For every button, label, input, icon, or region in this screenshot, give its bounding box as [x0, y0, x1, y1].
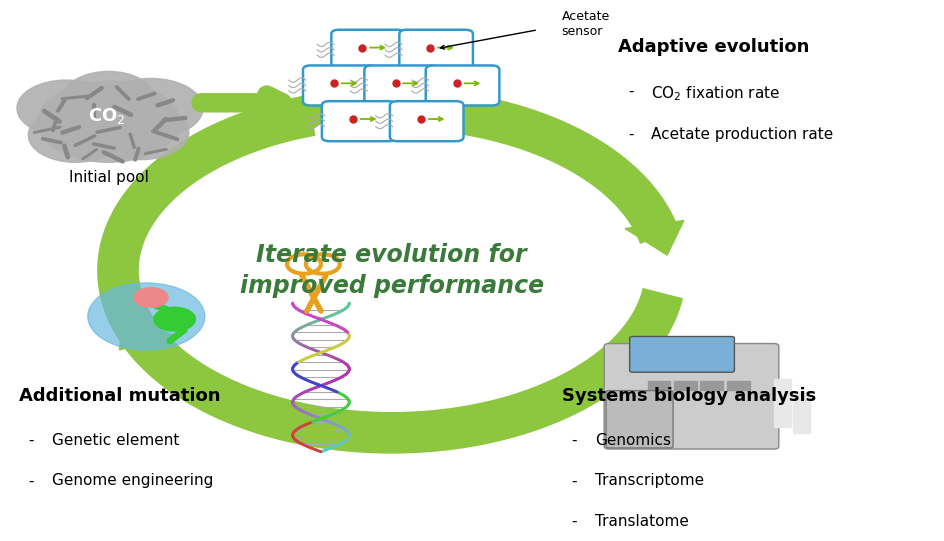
Text: -: -: [571, 473, 577, 489]
Text: -: -: [28, 433, 34, 448]
Bar: [700, 381, 723, 390]
FancyBboxPatch shape: [303, 65, 377, 105]
Circle shape: [17, 80, 115, 136]
Text: -: -: [28, 473, 34, 489]
Circle shape: [99, 78, 203, 138]
Circle shape: [94, 105, 189, 160]
Text: Translatome: Translatome: [595, 514, 688, 529]
FancyBboxPatch shape: [399, 30, 473, 70]
Circle shape: [63, 71, 154, 123]
Text: Initial pool: Initial pool: [69, 170, 148, 186]
Circle shape: [154, 307, 195, 331]
Text: -: -: [628, 84, 633, 99]
Text: Iterate evolution for
improved performance: Iterate evolution for improved performan…: [240, 243, 544, 298]
FancyBboxPatch shape: [390, 101, 464, 141]
Text: -: -: [571, 433, 577, 448]
FancyBboxPatch shape: [604, 344, 779, 449]
Text: CO$_2$ fixation rate: CO$_2$ fixation rate: [651, 84, 781, 103]
Circle shape: [28, 108, 123, 162]
Text: Systems biology analysis: Systems biology analysis: [562, 387, 816, 405]
Bar: [674, 381, 697, 390]
FancyBboxPatch shape: [426, 65, 499, 105]
Text: Acetate production rate: Acetate production rate: [651, 127, 834, 142]
FancyBboxPatch shape: [364, 65, 438, 105]
Text: Adaptive evolution: Adaptive evolution: [618, 38, 810, 56]
Polygon shape: [625, 221, 683, 255]
Circle shape: [88, 283, 205, 350]
Text: -: -: [571, 514, 577, 529]
Bar: [727, 381, 750, 390]
Circle shape: [184, 151, 599, 390]
FancyBboxPatch shape: [630, 337, 734, 372]
FancyBboxPatch shape: [331, 30, 405, 70]
Text: -: -: [628, 127, 633, 142]
Bar: [648, 381, 670, 390]
FancyBboxPatch shape: [606, 391, 673, 448]
Text: Genome engineering: Genome engineering: [52, 473, 213, 489]
Text: Genomics: Genomics: [595, 433, 671, 448]
Text: Genetic element: Genetic element: [52, 433, 179, 448]
Text: Transcriptome: Transcriptome: [595, 473, 704, 489]
FancyBboxPatch shape: [322, 101, 396, 141]
Text: CO$_2$: CO$_2$: [88, 107, 126, 126]
Bar: [793, 392, 810, 433]
Bar: [774, 379, 791, 427]
Polygon shape: [120, 314, 175, 350]
Text: Acetate
sensor: Acetate sensor: [562, 10, 610, 38]
Polygon shape: [281, 103, 343, 136]
Circle shape: [38, 81, 179, 162]
Circle shape: [134, 288, 168, 307]
Text: Additional mutation: Additional mutation: [19, 387, 220, 405]
